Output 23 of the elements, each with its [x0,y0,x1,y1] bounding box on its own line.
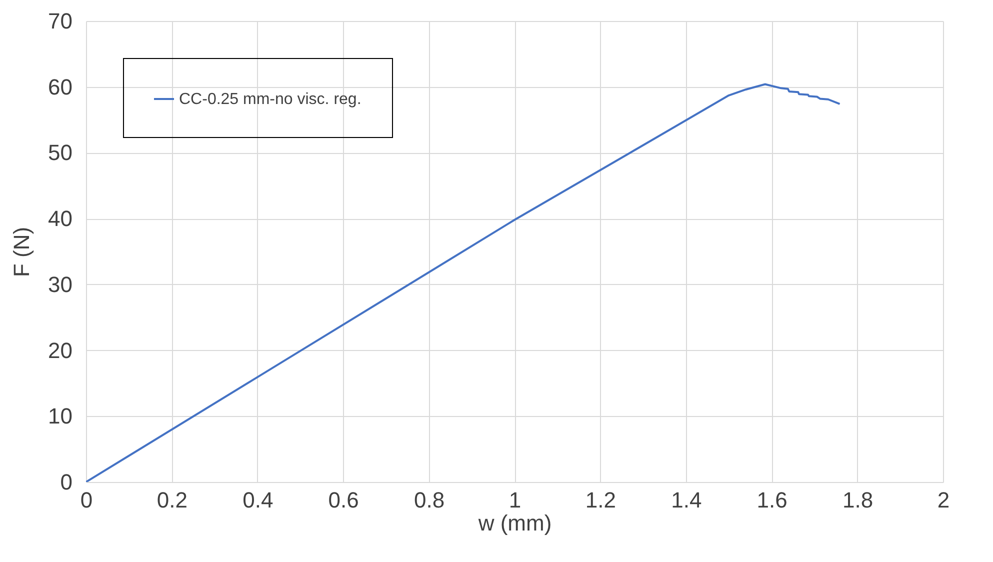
y-tick-label: 60 [48,74,72,100]
x-tick-label: 0.8 [414,488,445,512]
y-tick-label: 30 [48,272,72,297]
line-series [86,83,841,482]
y-tick-label: 50 [48,140,72,166]
x-tick-label: 1 [508,488,522,512]
x-tick-label: 0.4 [242,488,274,512]
y-tick-label: 40 [48,206,72,232]
x-tick-label: 1.8 [842,488,874,512]
y-tick-label: 10 [48,404,72,429]
x-axis-title: w (mm) [477,510,552,536]
y-tick-label: 0 [60,470,72,494]
x-tick-label: 2 [937,488,950,512]
legend-label: CC-0.25 mm-no visc. reg. [179,91,362,108]
x-tick-label: 0.6 [328,488,359,512]
y-axis-title: F (N) [9,226,34,278]
x-tick-label: 1.4 [671,488,702,512]
x-tick-label: 1.6 [756,488,788,512]
y-tick-label: 20 [48,338,72,363]
x-tick-label: 1.2 [585,488,616,512]
y-tick-label: 70 [48,8,72,34]
x-tick-label: 0 [80,488,93,512]
x-tick-label: 0.2 [156,488,188,512]
